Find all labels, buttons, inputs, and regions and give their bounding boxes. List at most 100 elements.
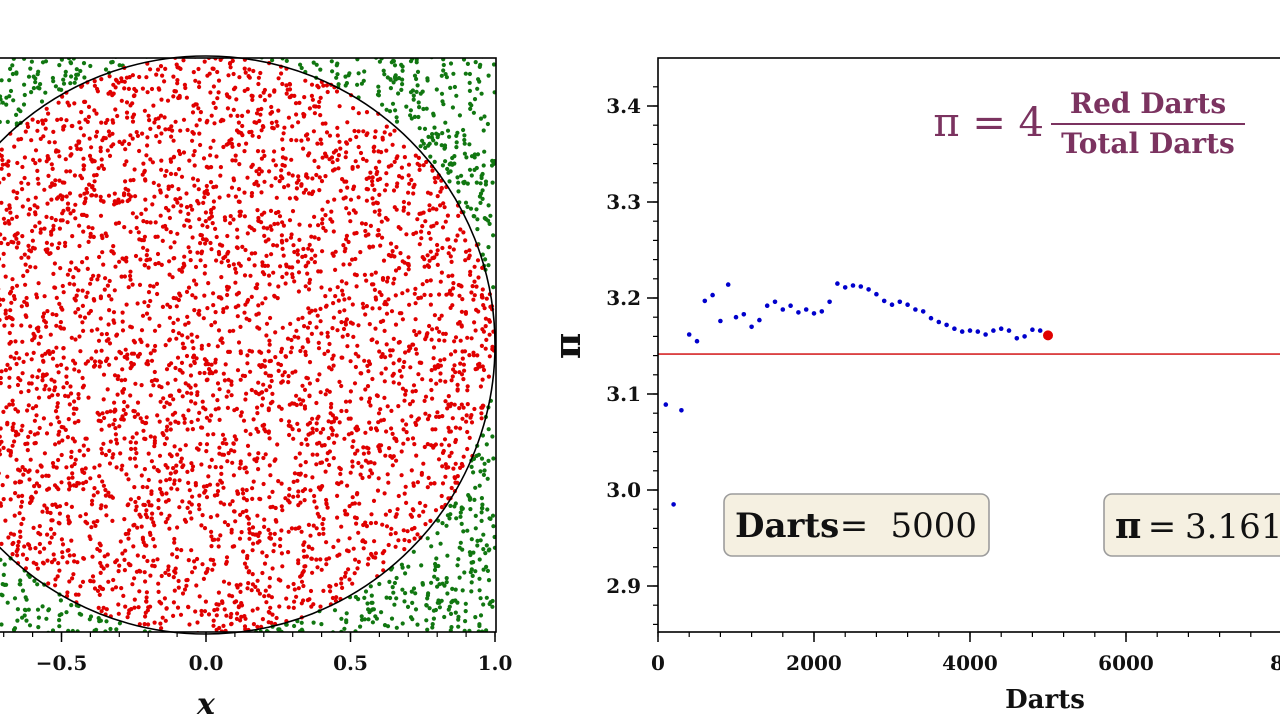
- dart-inside: [292, 249, 297, 255]
- dart-inside: [41, 311, 47, 316]
- dart-inside: [128, 178, 133, 183]
- dart-outside: [0, 100, 5, 105]
- dart-outside: [448, 628, 453, 632]
- dart-inside: [437, 292, 442, 297]
- dart-outside: [482, 149, 487, 154]
- dart-outside: [452, 504, 457, 509]
- dart-inside: [351, 546, 356, 551]
- dart-inside: [188, 510, 193, 515]
- dart-inside: [263, 296, 268, 301]
- dart-inside: [370, 306, 375, 311]
- dart-inside: [26, 403, 31, 408]
- dart-inside: [432, 481, 437, 486]
- dart-inside: [81, 328, 86, 333]
- dart-inside: [201, 316, 206, 321]
- dart-inside: [383, 453, 388, 458]
- dart-outside: [24, 597, 29, 602]
- dart-inside: [121, 193, 127, 198]
- dart-outside: [441, 68, 446, 73]
- dart-inside: [319, 567, 324, 572]
- dart-outside: [78, 68, 83, 74]
- dart-inside: [132, 86, 137, 92]
- dart-inside: [134, 451, 139, 456]
- dart-inside: [55, 363, 60, 368]
- dart-inside: [260, 617, 265, 622]
- dart-inside: [10, 323, 15, 328]
- dart-inside: [76, 419, 81, 424]
- dart-inside: [331, 456, 336, 461]
- dart-inside: [189, 391, 194, 396]
- dart-inside: [195, 334, 200, 339]
- dart-inside: [189, 399, 194, 404]
- dart-inside: [158, 486, 163, 492]
- dart-inside: [247, 67, 252, 72]
- dart-inside: [72, 101, 77, 106]
- dart-inside: [158, 479, 163, 484]
- dart-inside: [182, 587, 188, 592]
- dart-outside: [391, 80, 396, 85]
- dart-outside: [462, 151, 467, 156]
- dart-inside: [458, 227, 463, 232]
- dart-inside: [111, 577, 116, 583]
- dart-inside: [130, 582, 135, 587]
- dart-inside: [224, 559, 229, 565]
- dart-outside: [15, 618, 20, 623]
- dart-inside: [305, 325, 311, 330]
- dart-inside: [251, 541, 256, 546]
- dart-inside: [140, 86, 145, 91]
- dart-inside: [414, 351, 419, 356]
- dart-outside: [339, 616, 344, 621]
- dart-inside: [392, 276, 397, 281]
- dart-inside: [160, 224, 166, 229]
- dart-inside: [176, 578, 181, 584]
- dart-inside: [174, 463, 179, 468]
- dart-inside: [483, 324, 488, 329]
- dart-inside: [92, 79, 97, 84]
- dart-inside: [196, 201, 201, 206]
- dart-outside: [399, 562, 404, 567]
- dart-outside: [417, 126, 422, 131]
- dart-inside: [105, 552, 110, 557]
- dart-inside: [170, 412, 175, 417]
- dart-inside: [296, 489, 301, 494]
- dart-inside: [66, 394, 71, 399]
- dart-inside: [81, 229, 86, 234]
- dart-outside: [411, 93, 416, 98]
- dart-outside: [29, 59, 34, 64]
- dart-inside: [57, 226, 63, 231]
- dart-inside: [84, 479, 89, 484]
- dart-inside: [351, 184, 357, 189]
- dart-inside: [264, 600, 269, 605]
- dart-inside: [247, 530, 252, 535]
- dart-inside: [334, 582, 339, 587]
- dart-inside: [344, 237, 349, 242]
- dart-inside: [421, 509, 426, 514]
- dart-inside: [314, 462, 319, 467]
- dart-inside: [298, 574, 303, 579]
- dart-inside: [152, 120, 157, 125]
- dart-inside: [343, 155, 348, 160]
- dart-outside: [270, 58, 275, 63]
- dart-outside: [37, 86, 42, 91]
- dart-inside: [109, 297, 114, 302]
- dart-inside: [259, 212, 264, 217]
- dart-inside: [24, 301, 29, 306]
- dart-inside: [98, 149, 103, 154]
- dart-inside: [209, 247, 214, 252]
- dart-outside: [474, 207, 479, 212]
- dart-inside: [122, 162, 127, 167]
- dart-inside: [417, 163, 422, 168]
- dart-outside: [438, 541, 443, 546]
- dart-outside: [390, 101, 396, 106]
- dart-inside: [169, 134, 174, 139]
- dart-inside: [402, 260, 407, 265]
- dart-inside: [473, 328, 478, 333]
- dart-inside: [123, 411, 128, 416]
- dart-inside: [177, 95, 182, 100]
- dart-inside: [171, 204, 176, 209]
- dart-outside: [0, 119, 2, 125]
- dart-inside: [186, 245, 191, 250]
- dart-inside: [261, 455, 266, 461]
- dart-inside: [22, 252, 27, 257]
- dart-inside: [168, 171, 174, 176]
